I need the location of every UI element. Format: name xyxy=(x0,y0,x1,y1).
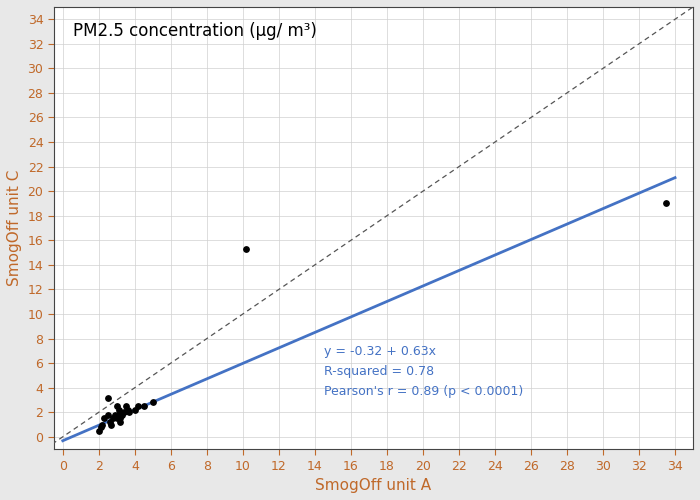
Point xyxy=(133,402,144,410)
Point xyxy=(122,406,133,414)
Point xyxy=(118,408,130,416)
Point xyxy=(108,414,119,422)
Point xyxy=(120,402,132,410)
Point xyxy=(241,245,252,253)
Point xyxy=(113,406,124,414)
Point xyxy=(124,408,135,416)
Point xyxy=(102,410,113,418)
Point xyxy=(99,414,110,422)
Point xyxy=(111,402,122,410)
Text: y = -0.32 + 0.63x
R-squared = 0.78
Pearson's r = 0.89 (p < 0.0001): y = -0.32 + 0.63x R-squared = 0.78 Pears… xyxy=(324,344,523,398)
Point xyxy=(147,398,158,406)
Point xyxy=(104,418,116,426)
Point xyxy=(97,420,108,428)
Point xyxy=(109,410,120,418)
Point xyxy=(95,423,106,431)
Point xyxy=(93,426,104,434)
Point xyxy=(660,200,671,207)
Point xyxy=(130,406,141,414)
Point xyxy=(117,410,128,418)
X-axis label: SmogOff unit A: SmogOff unit A xyxy=(316,478,431,493)
Point xyxy=(115,418,126,426)
Point xyxy=(111,414,122,422)
Text: PM2.5 concentration (μg/ m³): PM2.5 concentration (μg/ m³) xyxy=(73,22,317,40)
Y-axis label: SmogOff unit C: SmogOff unit C xyxy=(7,170,22,286)
Point xyxy=(102,394,113,402)
Point xyxy=(106,420,117,428)
Point xyxy=(115,414,126,422)
Point xyxy=(113,410,124,418)
Point xyxy=(138,402,149,410)
